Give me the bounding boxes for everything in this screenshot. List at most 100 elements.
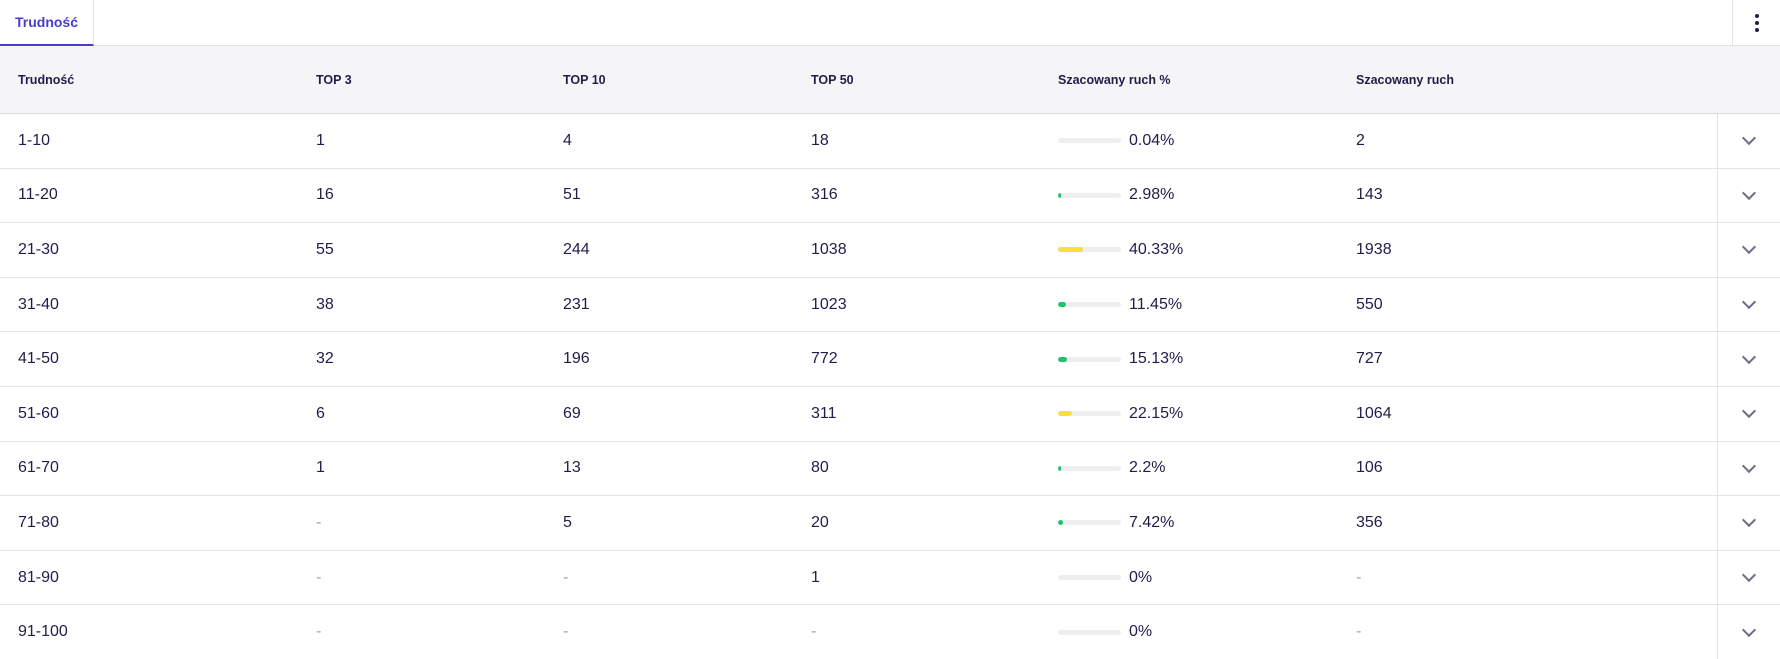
table-row[interactable]: 81-90 - - 1 0% - bbox=[0, 550, 1780, 606]
header-top10[interactable]: TOP 10 bbox=[563, 73, 606, 87]
cell-top10: 231 bbox=[563, 295, 590, 313]
cell-top10: - bbox=[563, 623, 569, 641]
table-row[interactable]: 91-100 - - - 0% - bbox=[0, 605, 1780, 659]
traffic-pct-value: 0% bbox=[1129, 623, 1153, 641]
chevron-down-icon bbox=[1741, 185, 1757, 200]
cell-traffic-pct: 40.33% bbox=[1058, 223, 1183, 277]
traffic-pct-value: 22.15% bbox=[1129, 404, 1184, 422]
expand-row-button[interactable] bbox=[1717, 605, 1780, 659]
table-body: 1-10 1 4 18 0.04% 2 11-20 16 51 316 2.98% 143 21-30 5… bbox=[0, 114, 1780, 659]
header-traffic[interactable]: Szacowany ruch bbox=[1356, 73, 1454, 87]
cell-top10: 13 bbox=[563, 459, 581, 477]
cell-traffic: 2 bbox=[1356, 131, 1365, 149]
expand-row-button[interactable] bbox=[1717, 223, 1780, 277]
cell-top3: - bbox=[316, 568, 322, 586]
more-vertical-icon[interactable] bbox=[1732, 0, 1780, 46]
cell-top50: 311 bbox=[811, 404, 837, 422]
chevron-down-icon bbox=[1741, 295, 1757, 310]
table-header: Trudność TOP 3 TOP 10 TOP 50 Szacowany r… bbox=[0, 46, 1780, 114]
chevron-down-icon bbox=[1741, 458, 1757, 473]
cell-traffic: - bbox=[1356, 568, 1362, 586]
cell-range: 41-50 bbox=[18, 350, 59, 368]
table-row[interactable]: 11-20 16 51 316 2.98% 143 bbox=[0, 168, 1780, 224]
chevron-down-icon bbox=[1741, 349, 1757, 364]
cell-top10: 69 bbox=[563, 404, 581, 422]
cell-top50: 80 bbox=[811, 459, 829, 477]
cell-traffic-pct: 7.42% bbox=[1058, 496, 1174, 550]
traffic-bar-fill bbox=[1058, 247, 1084, 253]
cell-traffic: 1064 bbox=[1356, 404, 1392, 422]
header-trudnosc[interactable]: Trudność bbox=[18, 73, 75, 87]
expand-row-button[interactable] bbox=[1717, 168, 1780, 223]
cell-top50: 772 bbox=[811, 350, 838, 368]
cell-traffic-pct: 2.2% bbox=[1058, 442, 1165, 496]
tab-trudnosc[interactable]: Trudność bbox=[0, 0, 94, 46]
cell-traffic-pct: 2.98% bbox=[1058, 169, 1174, 223]
chevron-down-icon bbox=[1741, 240, 1757, 255]
traffic-pct-value: 15.13% bbox=[1129, 350, 1184, 368]
expand-row-button[interactable] bbox=[1717, 496, 1780, 550]
cell-top10: 51 bbox=[563, 186, 581, 204]
traffic-bar-fill bbox=[1058, 520, 1063, 526]
traffic-pct-value: 2.2% bbox=[1129, 459, 1166, 477]
cell-top50: 1 bbox=[811, 568, 820, 586]
cell-traffic-pct: 11.45% bbox=[1058, 278, 1182, 332]
table-row[interactable]: 31-40 38 231 1023 11.45% 550 bbox=[0, 277, 1780, 333]
cell-traffic: - bbox=[1356, 623, 1362, 641]
traffic-bar bbox=[1058, 465, 1121, 471]
table-row[interactable]: 61-70 1 13 80 2.2% 106 bbox=[0, 441, 1780, 497]
table-row[interactable]: 51-60 6 69 311 22.15% 1064 bbox=[0, 386, 1780, 442]
cell-range: 71-80 bbox=[18, 513, 59, 531]
traffic-bar bbox=[1058, 356, 1121, 362]
cell-top3: 55 bbox=[316, 240, 334, 258]
cell-top50: 18 bbox=[811, 131, 829, 149]
cell-traffic: 1938 bbox=[1356, 240, 1392, 258]
traffic-bar bbox=[1058, 138, 1121, 144]
traffic-bar bbox=[1058, 192, 1121, 198]
cell-top3: 16 bbox=[316, 186, 334, 204]
header-top3[interactable]: TOP 3 bbox=[316, 73, 352, 87]
table-row[interactable]: 21-30 55 244 1038 40.33% 1938 bbox=[0, 223, 1780, 278]
cell-top3: 1 bbox=[316, 459, 325, 477]
cell-range: 61-70 bbox=[18, 459, 59, 477]
cell-range: 11-20 bbox=[18, 186, 58, 204]
header-traffic-pct[interactable]: Szacowany ruch % bbox=[1058, 73, 1171, 87]
expand-row-button[interactable] bbox=[1717, 277, 1780, 332]
cell-range: 51-60 bbox=[18, 404, 59, 422]
traffic-pct-value: 40.33% bbox=[1129, 240, 1184, 258]
cell-traffic: 727 bbox=[1356, 350, 1383, 368]
traffic-bar-fill bbox=[1058, 465, 1061, 471]
cell-top50: 1038 bbox=[811, 240, 847, 258]
table-row[interactable]: 41-50 32 196 772 15.13% 727 bbox=[0, 332, 1780, 387]
cell-traffic-pct: 0.04% bbox=[1058, 114, 1174, 168]
cell-range: 31-40 bbox=[18, 295, 59, 313]
table-row[interactable]: 1-10 1 4 18 0.04% 2 bbox=[0, 114, 1780, 169]
traffic-bar-fill bbox=[1058, 411, 1072, 417]
cell-top3: - bbox=[316, 623, 322, 641]
cell-traffic-pct: 0% bbox=[1058, 551, 1152, 605]
traffic-bar-fill bbox=[1058, 302, 1066, 308]
traffic-pct-value: 11.45% bbox=[1129, 295, 1183, 313]
cell-top10: 244 bbox=[563, 240, 590, 258]
cell-range: 1-10 bbox=[18, 131, 51, 149]
chevron-down-icon bbox=[1741, 622, 1757, 637]
traffic-pct-value: 0% bbox=[1129, 568, 1153, 586]
cell-top50: 1023 bbox=[811, 295, 847, 313]
expand-row-button[interactable] bbox=[1717, 441, 1780, 496]
table-row[interactable]: 71-80 - 5 20 7.42% 356 bbox=[0, 496, 1780, 551]
traffic-bar-fill bbox=[1058, 192, 1061, 198]
traffic-pct-value: 7.42% bbox=[1129, 513, 1175, 531]
difficulty-table: Trudność TOP 3 TOP 10 TOP 50 Szacowany r… bbox=[0, 46, 1780, 659]
header-top50[interactable]: TOP 50 bbox=[811, 73, 854, 87]
traffic-bar bbox=[1058, 302, 1121, 308]
cell-top3: 32 bbox=[316, 350, 334, 368]
traffic-bar-fill bbox=[1058, 356, 1068, 362]
expand-row-button[interactable] bbox=[1717, 114, 1780, 168]
tab-bar: Trudność bbox=[0, 0, 1780, 46]
expand-row-button[interactable] bbox=[1717, 332, 1780, 386]
expand-row-button[interactable] bbox=[1717, 550, 1780, 605]
traffic-pct-value: 2.98% bbox=[1129, 186, 1175, 204]
cell-traffic-pct: 0% bbox=[1058, 605, 1152, 659]
expand-row-button[interactable] bbox=[1717, 386, 1780, 441]
